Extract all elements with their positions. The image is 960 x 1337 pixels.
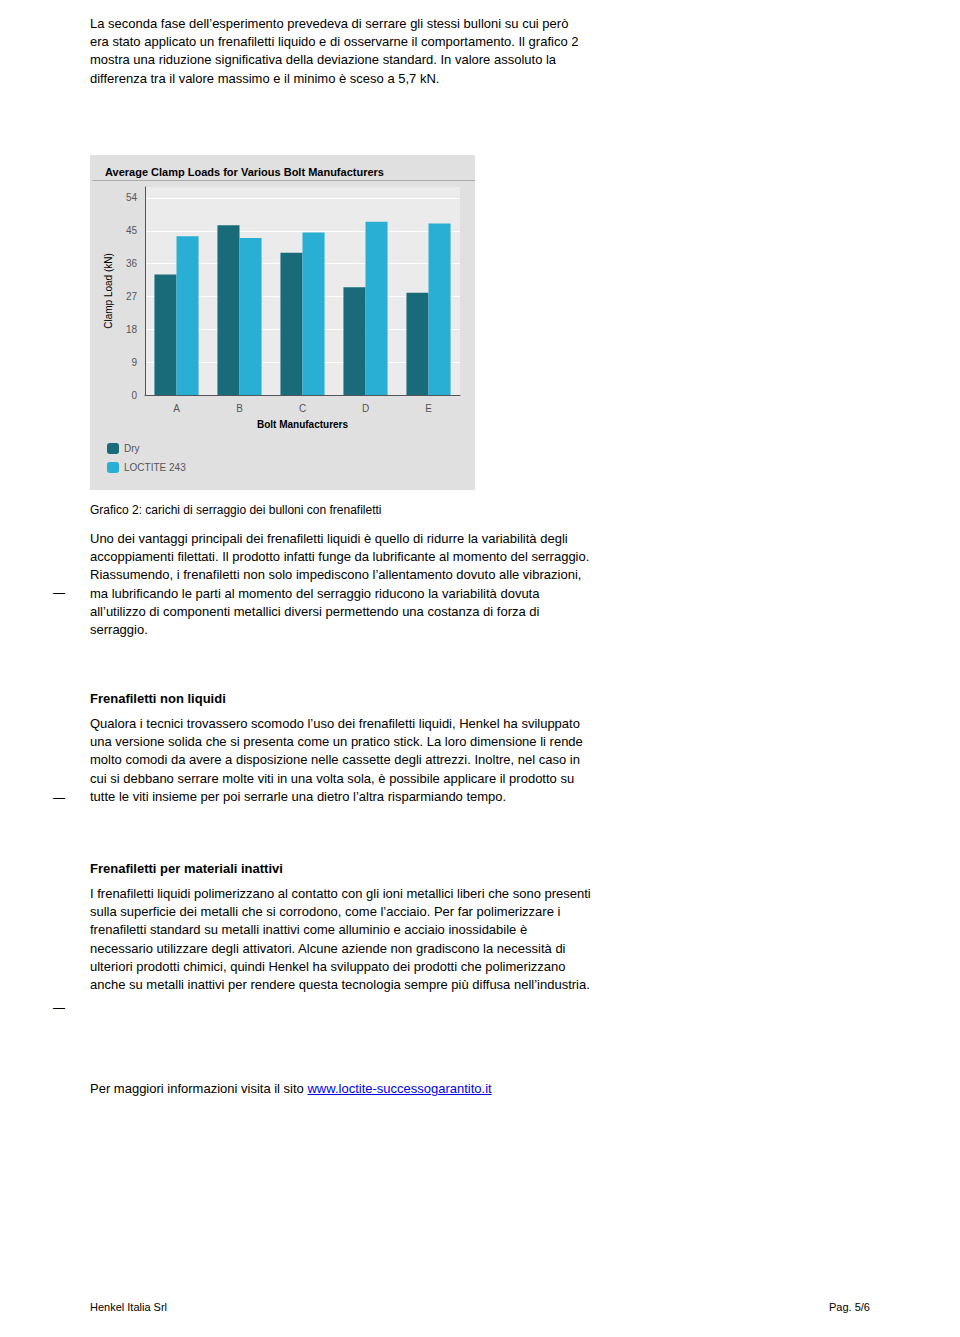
html-text:Pag. 5/6: Pag. 5/6 — [829, 1301, 870, 1313]
html-text:Grafico 2: carichi di serraggi: Grafico 2: carichi di serraggio dei bull… — [90, 503, 382, 517]
svg-text:Bolt Manufacturers: Bolt Manufacturers — [257, 419, 349, 430]
svg-text:54: 54 — [126, 192, 138, 203]
svg-text:A: A — [173, 403, 180, 414]
html-text:La seconda fase dell’esperimen: La seconda fase dell’esperimento prevede… — [90, 16, 579, 86]
svg-text:D: D — [362, 403, 369, 414]
html-text:Uno dei vantaggi principali de: Uno dei vantaggi principali dei frenafil… — [90, 531, 590, 637]
svg-text:LOCTITE 243: LOCTITE 243 — [124, 462, 186, 473]
svg-text:Dry: Dry — [124, 443, 140, 454]
html-text:Frenafiletti non liquidi: Frenafiletti non liquidi — [90, 691, 226, 706]
svg-text:Clamp Load (kN): Clamp Load (kN) — [103, 253, 114, 329]
html-text:I frenafiletti liquidi polimer: I frenafiletti liquidi polimerizzano al … — [90, 886, 591, 992]
html-text:Frenafiletti per materiali ina: Frenafiletti per materiali inattivi — [90, 861, 283, 876]
svg-text:18: 18 — [126, 324, 138, 335]
html-text:Henkel Italia Srl: Henkel Italia Srl — [90, 1301, 167, 1313]
html-text:Qualora i tecnici trovassero s: Qualora i tecnici trovassero scomodo l’u… — [90, 716, 583, 804]
svg-text:Average Clamp Loads for Variou: Average Clamp Loads for Various Bolt Man… — [105, 166, 384, 178]
svg-text:B: B — [236, 403, 243, 414]
svg-text:9: 9 — [131, 357, 137, 368]
svg-text:C: C — [299, 403, 306, 414]
svg-text:36: 36 — [126, 258, 138, 269]
svg-text:E: E — [425, 403, 432, 414]
svg-text:45: 45 — [126, 225, 138, 236]
svg-text:0: 0 — [131, 390, 137, 401]
svg-text:27: 27 — [126, 291, 138, 302]
html-text:Per maggiori informazioni visi: Per maggiori informazioni visita il sito… — [90, 1081, 492, 1096]
